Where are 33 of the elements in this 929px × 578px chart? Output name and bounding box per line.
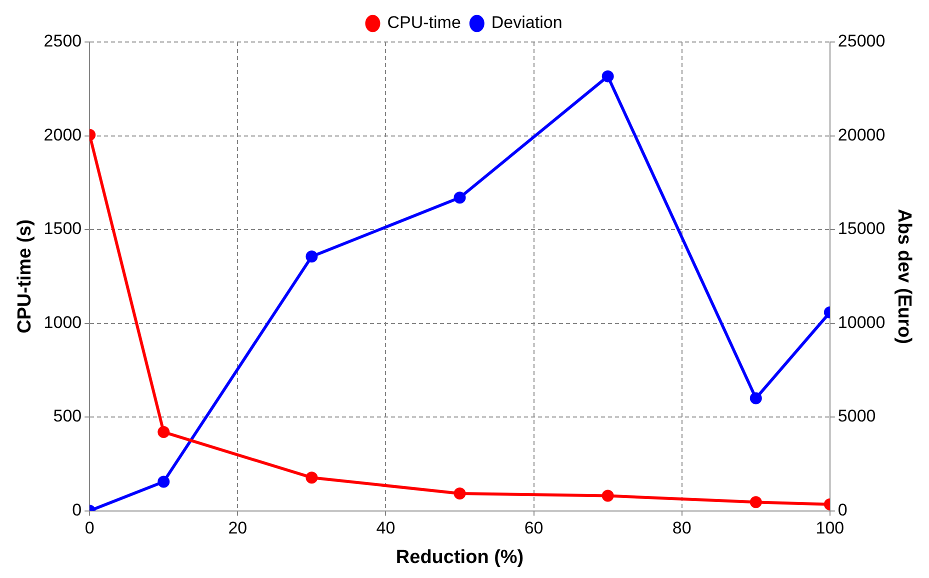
y-axis-title: CPU-time (s): [14, 219, 36, 334]
x-tick-label: 20: [228, 518, 248, 538]
y2-axis-title: Abs dev (Euro): [893, 208, 914, 344]
y-tick-label: 1000: [44, 312, 82, 332]
y2-tick-label: 0: [838, 500, 848, 520]
x-tick-label: 100: [816, 518, 844, 538]
y-tick-label: 2500: [44, 32, 82, 51]
x-axis-title: Reduction (%): [396, 546, 524, 568]
legend-label: CPU-time: [387, 13, 461, 32]
point: [602, 490, 614, 502]
point: [750, 392, 762, 404]
point: [158, 426, 170, 438]
x-tick-label: 40: [376, 518, 396, 538]
y-tick-label: 1500: [44, 219, 82, 238]
point: [306, 472, 318, 484]
y2-tick-label: 5000: [838, 406, 876, 426]
y2-tick-label: 10000: [838, 312, 886, 332]
y-tick-label: 2000: [44, 125, 82, 144]
y2-tick-label: 15000: [838, 219, 886, 238]
point: [454, 488, 466, 500]
x-tick-label: 0: [84, 518, 94, 538]
y-tick-label: 500: [53, 406, 82, 426]
x-tick-label: 80: [672, 518, 692, 538]
point: [306, 250, 318, 263]
point: [602, 70, 614, 82]
point: [750, 496, 762, 508]
y-tick-label: 0: [72, 500, 82, 520]
point: [158, 476, 170, 488]
legend-label: Deviation: [491, 13, 562, 32]
x-tick-label: 60: [524, 518, 544, 538]
y2-tick-label: 25000: [838, 32, 886, 51]
point: [454, 192, 466, 204]
y2-tick-label: 20000: [838, 125, 886, 144]
